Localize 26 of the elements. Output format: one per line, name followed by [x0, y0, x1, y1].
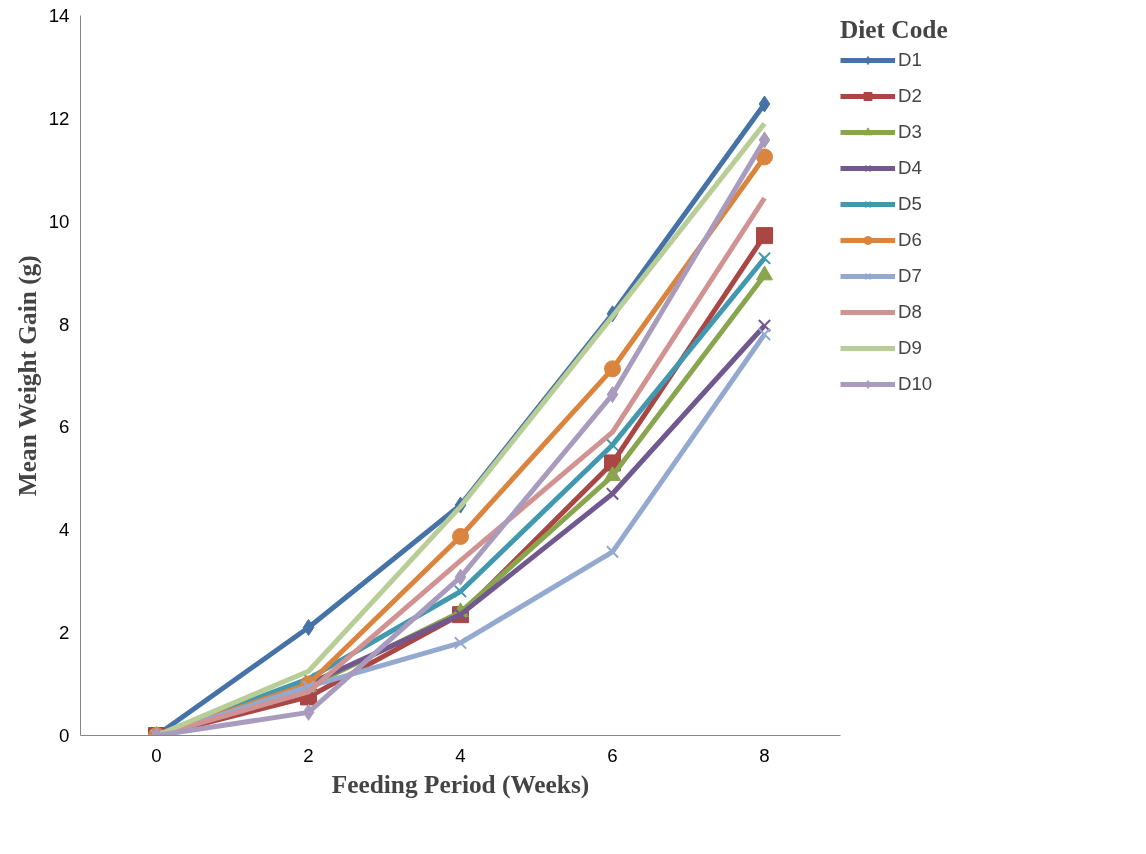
legend-label: D7 — [898, 265, 922, 287]
x-tick-label: 8 — [759, 744, 770, 766]
legend-label: D10 — [898, 373, 933, 395]
legend-label: D5 — [898, 193, 922, 215]
y-tick-label: 0 — [59, 725, 70, 746]
legend-label: D2 — [898, 85, 922, 107]
x-axis-title: Feeding Period (Weeks) — [331, 769, 590, 799]
x-tick-label: 0 — [151, 744, 162, 766]
y-tick-label: 8 — [59, 313, 70, 335]
legend-label: D4 — [898, 157, 922, 179]
x-tick-label: 2 — [303, 744, 314, 766]
legend-title: Diet Code — [840, 15, 948, 44]
y-axis-title: Mean Weight Gain (g) — [12, 255, 42, 497]
y-tick-label: 10 — [48, 210, 70, 232]
legend-label: D3 — [898, 121, 922, 143]
y-tick-label: 2 — [59, 622, 70, 644]
x-tick-label: 6 — [607, 744, 618, 766]
y-tick-label: 6 — [59, 416, 70, 438]
y-tick-label: 4 — [59, 519, 70, 541]
x-tick-label: 4 — [455, 744, 466, 766]
legend-label: D9 — [898, 337, 922, 359]
legend-label: D1 — [898, 49, 922, 71]
y-tick-label: 14 — [48, 5, 70, 26]
legend-label: D8 — [898, 301, 922, 323]
legend-label: D6 — [898, 229, 922, 251]
y-tick-label: 12 — [48, 107, 70, 129]
